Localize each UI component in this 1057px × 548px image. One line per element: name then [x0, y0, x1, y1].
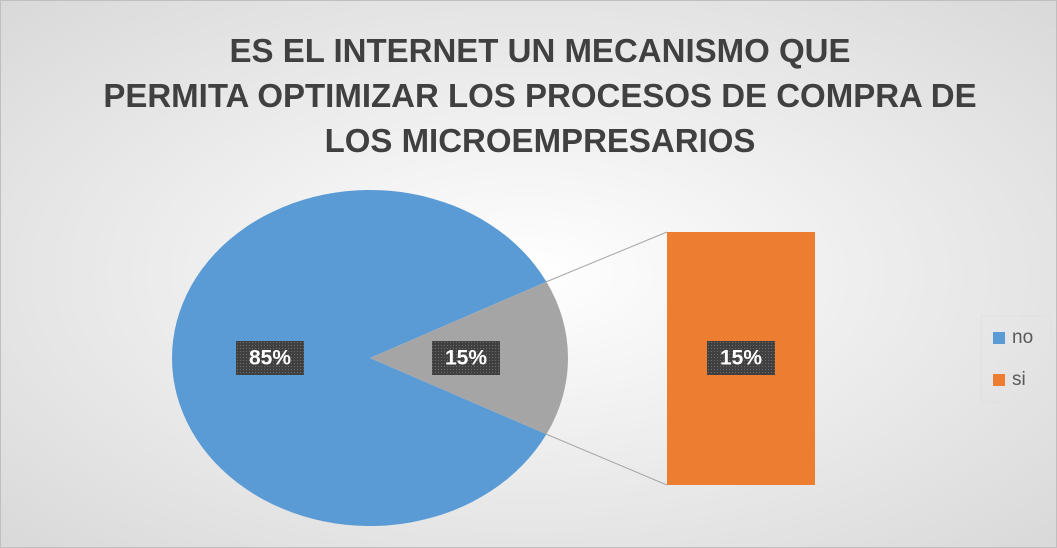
- legend-label: no: [1012, 327, 1033, 348]
- data-label: 15%: [445, 347, 487, 370]
- data-label-box: [707, 341, 775, 375]
- data-label: 15%: [720, 347, 762, 370]
- legend-swatch: [993, 332, 1005, 344]
- connector-line: [546, 433, 668, 486]
- legend-swatch: [993, 374, 1005, 386]
- pie-slice: [172, 189, 547, 526]
- legend-label: si: [1012, 369, 1026, 390]
- data-label-box: [432, 341, 500, 375]
- legend-box: [980, 315, 1052, 403]
- chart-title: ES EL INTERNET UN MECANISMO QUE PERMITA O…: [103, 32, 976, 159]
- connector-line: [546, 231, 668, 283]
- data-label-box: [236, 341, 304, 375]
- data-label: 85%: [249, 347, 291, 370]
